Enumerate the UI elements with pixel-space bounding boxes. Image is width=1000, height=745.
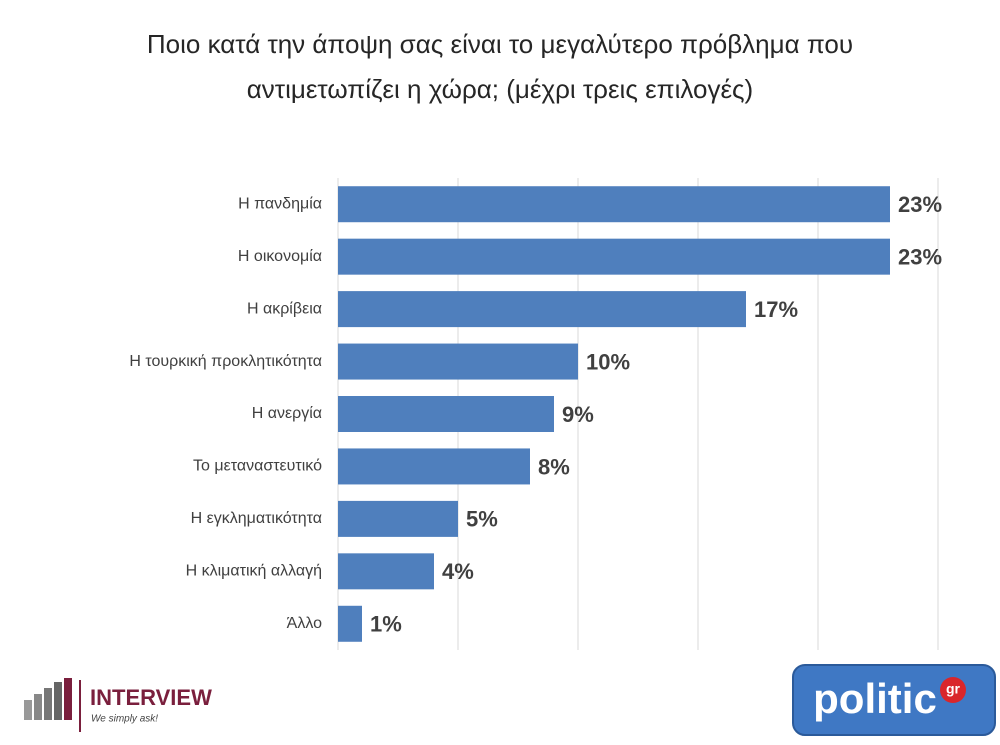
- y-tick-label: Η ακρίβεια: [247, 300, 322, 317]
- y-tick-label: Η εγκληματικότητα: [191, 510, 322, 527]
- plot-area: Η πανδημία 23% Η οικονομία 23% Η ακρίβεια 17%…: [129, 178, 942, 650]
- bar: [338, 500, 458, 537]
- interview-logo: INTERVIEW We simply ask!: [24, 678, 212, 732]
- y-tick-label: Η ανεργία: [252, 405, 322, 422]
- chart-title: Ποιο κατά την άποψη σας είναι το μεγαλύτ…: [147, 29, 853, 59]
- bar: [338, 291, 746, 328]
- logo-bar: [34, 694, 42, 720]
- chart-title: αντιμετωπίζει η χώρα; (μέχρι τρεις επιλο…: [247, 74, 753, 104]
- bar: [338, 396, 554, 432]
- y-tick-label: Η οικονομία: [238, 248, 322, 265]
- value-label: 5%: [466, 507, 498, 532]
- y-tick-label: Άλλο: [287, 615, 322, 632]
- value-label: 1%: [370, 612, 402, 637]
- logo-bar: [64, 678, 72, 720]
- value-label: 4%: [442, 559, 474, 584]
- logo-bar: [44, 688, 52, 720]
- logo-dot: [940, 677, 966, 703]
- y-tick-label: Η κλιματική αλλαγή: [186, 563, 322, 580]
- logo-slogan: We simply ask!: [91, 714, 158, 725]
- logo-name: INTERVIEW: [90, 685, 212, 710]
- value-label: 17%: [754, 297, 798, 322]
- politic-logo: politic gr: [792, 664, 996, 736]
- bar: [338, 553, 434, 590]
- bar: [338, 186, 890, 223]
- bar: [338, 343, 578, 380]
- logo-bar: [24, 700, 32, 720]
- logo-suffix: gr: [946, 681, 961, 697]
- value-label: 8%: [538, 454, 570, 479]
- bar: [338, 238, 890, 275]
- value-label: 23%: [898, 244, 942, 269]
- value-label: 10%: [586, 349, 630, 374]
- value-label: 9%: [562, 402, 594, 427]
- logo-name: politic: [813, 675, 937, 722]
- y-tick-label: Η πανδημία: [238, 195, 322, 212]
- bar: [338, 448, 530, 485]
- logo-bar: [54, 682, 62, 720]
- y-tick-label: Το μεταναστευτικό: [193, 458, 322, 475]
- y-tick-label: Η τουρκική προκλητικότητα: [129, 353, 322, 370]
- value-label: 23%: [898, 192, 942, 217]
- bar: [338, 605, 362, 642]
